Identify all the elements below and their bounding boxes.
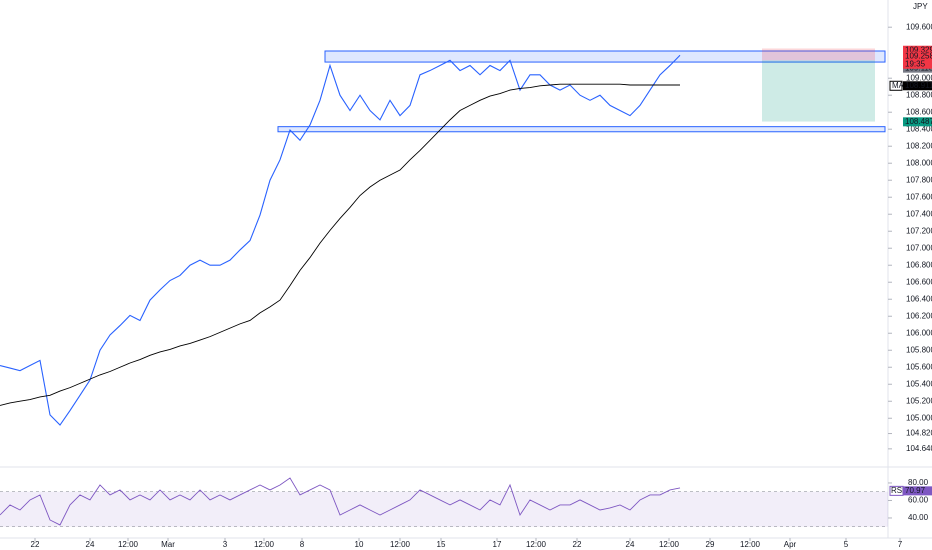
x-tick-label: 12:00: [526, 540, 547, 549]
y-tick-label: 109.000: [906, 73, 932, 82]
x-tick-label: 10: [355, 540, 364, 549]
y-tick-label: 108.200: [906, 141, 932, 150]
price-label: 109.329: [905, 45, 932, 54]
x-tick-label: 24: [626, 540, 635, 549]
x-tick-label: 12:00: [740, 540, 761, 549]
ma-name-bg: [889, 80, 903, 91]
price-label: 109.258: [905, 51, 932, 60]
x-tick-label: Apr: [784, 540, 797, 549]
y-tick-label: 108.600: [906, 107, 932, 116]
y-tick-label: 106.600: [906, 277, 932, 286]
x-tick-label: 15: [437, 540, 446, 549]
y-tick-label: 104.640: [906, 444, 932, 453]
y-tick-label: 106.800: [906, 260, 932, 269]
y-tick-label: 107.200: [906, 226, 932, 235]
y2-tick-label: 60.00: [908, 496, 929, 505]
sr-zone: [324, 50, 886, 63]
y-tick-label: 105.600: [906, 362, 932, 371]
y-tick-label: 108.800: [906, 90, 932, 99]
y-tick-label: 106.000: [906, 328, 932, 337]
stop-zone: [762, 48, 875, 61]
x-tick-label: 5: [844, 540, 849, 549]
y-tick-label: 107.600: [906, 192, 932, 201]
ma-value-label-bg: [903, 81, 932, 91]
countdown-bg: [903, 59, 932, 69]
x-tick-label: 12:00: [659, 540, 680, 549]
price-line: [0, 54, 681, 426]
price-label-bg: [903, 45, 932, 55]
target-zone: [762, 60, 875, 122]
symbol: JPY: [913, 2, 928, 11]
countdown: 19:35: [905, 59, 926, 68]
sr-zone: [277, 126, 886, 133]
rsi-band: [0, 491, 888, 527]
ma-name: MA: [892, 81, 905, 90]
x-tick-label: 17: [493, 540, 502, 549]
x-tick-label: 12:00: [254, 540, 275, 549]
x-tick-label: 12:00: [118, 540, 139, 549]
x-tick-label: 22: [31, 540, 40, 549]
x-tick-label: 12:00: [390, 540, 411, 549]
y-tick-label: 107.400: [906, 209, 932, 218]
y-tick-label: 106.200: [906, 311, 932, 320]
y-tick-label: 106.400: [906, 294, 932, 303]
y2-tick-label: 80.00: [908, 478, 929, 487]
y-tick-label: 105.000: [906, 413, 932, 422]
y-tick-label: 108.400: [906, 124, 932, 133]
x-tick-label: 8: [300, 540, 305, 549]
y-tick-label: 109.600: [906, 22, 932, 31]
y2-tick-label: 40.00: [908, 513, 929, 522]
rsi-value-label-bg: [903, 486, 932, 496]
x-tick-label: Mar: [161, 540, 175, 549]
x-tick-label: 24: [86, 540, 95, 549]
price-label-bg: [903, 51, 932, 61]
y-tick-label: 107.000: [906, 243, 932, 252]
y-tick-label: 104.820: [906, 429, 932, 438]
y-tick-label: 105.400: [906, 379, 932, 388]
rsi-value-label: 70.97: [905, 486, 926, 495]
price-label: 108.487: [905, 117, 932, 126]
rsi-line: [0, 477, 681, 526]
x-tick-label: 7: [898, 540, 903, 549]
x-tick-label: 29: [706, 540, 715, 549]
y-tick-label: 108.000: [906, 158, 932, 167]
x-tick-label: 22: [573, 540, 582, 549]
y-tick-label: 105.200: [906, 396, 932, 405]
x-tick-label: 3: [223, 540, 228, 549]
price-label-bg: [903, 117, 932, 127]
ma-value-label: 108.911: [905, 81, 932, 90]
y-tick-label: 105.800: [906, 345, 932, 354]
y-tick-label: 107.800: [906, 175, 932, 184]
rsi-name: RSI: [891, 486, 904, 495]
ma-line: [0, 83, 680, 406]
